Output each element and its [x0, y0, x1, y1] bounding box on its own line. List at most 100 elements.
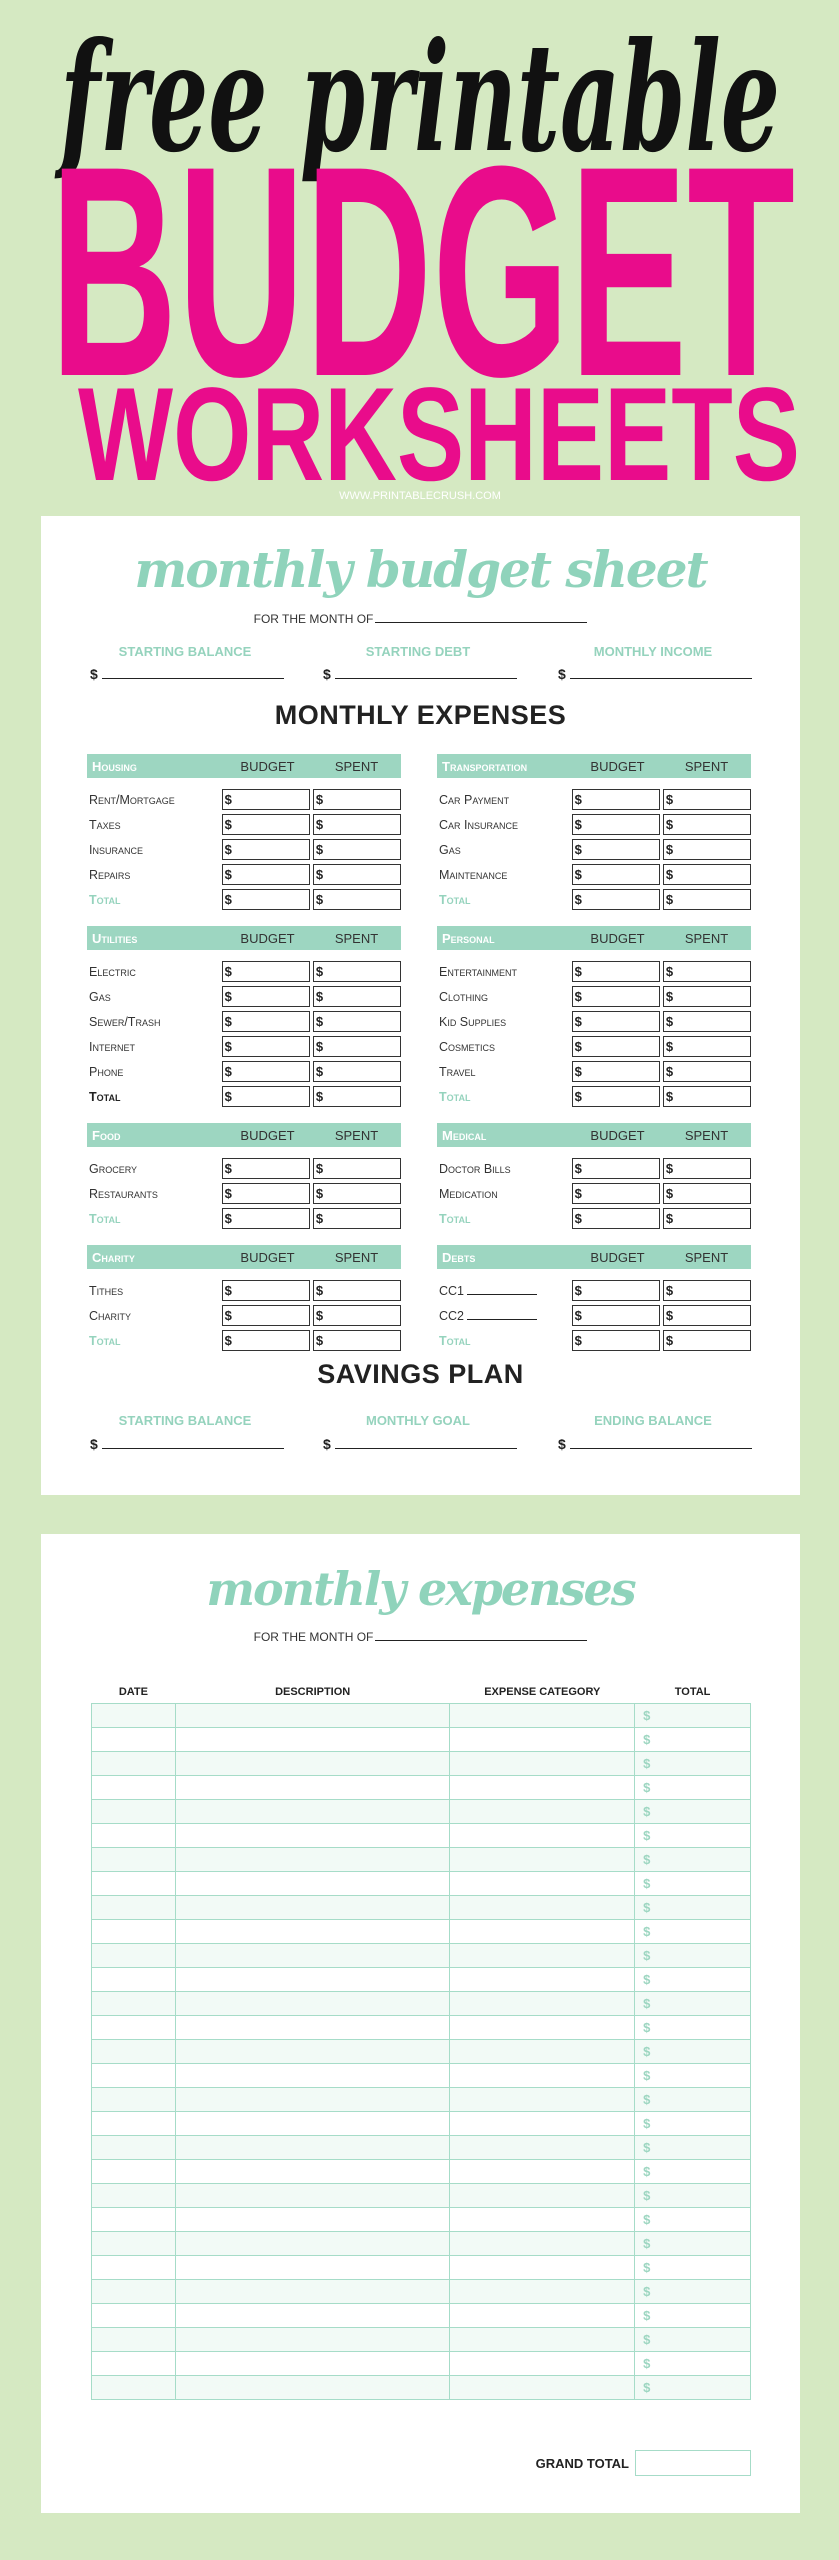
category-cell[interactable] — [449, 1727, 636, 1752]
description-cell[interactable] — [174, 2111, 451, 2136]
total-cell[interactable]: $ — [634, 2207, 751, 2232]
grand-total-box[interactable] — [635, 2450, 751, 2476]
total-cell[interactable]: $ — [634, 2375, 751, 2400]
description-cell[interactable] — [174, 2183, 451, 2208]
spent-input[interactable]: $ — [662, 1036, 751, 1057]
budget-input[interactable]: $ — [571, 814, 660, 835]
summary-field[interactable]: $ — [558, 666, 752, 682]
spent-input[interactable]: $ — [662, 961, 751, 982]
summary-line[interactable] — [334, 666, 517, 679]
spent-input[interactable]: $ — [662, 1086, 751, 1107]
total-cell[interactable]: $ — [634, 1967, 751, 1992]
date-cell[interactable] — [91, 1991, 176, 2016]
spent-input[interactable]: $ — [662, 1330, 751, 1351]
description-cell[interactable] — [174, 1871, 451, 1896]
savings-line[interactable] — [334, 1436, 517, 1449]
description-cell[interactable] — [174, 2351, 451, 2376]
date-cell[interactable] — [91, 1919, 176, 1944]
spent-input[interactable]: $ — [312, 1036, 401, 1057]
date-cell[interactable] — [91, 2135, 176, 2160]
date-cell[interactable] — [91, 2063, 176, 2088]
budget-input[interactable]: $ — [571, 1280, 660, 1301]
date-cell[interactable] — [91, 1775, 176, 1800]
savings-field[interactable]: $ — [90, 1436, 284, 1452]
spent-input[interactable]: $ — [312, 961, 401, 982]
total-cell[interactable]: $ — [634, 1895, 751, 1920]
description-cell[interactable] — [174, 2207, 451, 2232]
spent-input[interactable]: $ — [312, 789, 401, 810]
category-cell[interactable] — [449, 2255, 636, 2280]
date-cell[interactable] — [91, 2183, 176, 2208]
savings-field[interactable]: $ — [323, 1436, 517, 1452]
total-cell[interactable]: $ — [634, 2231, 751, 2256]
savings-line[interactable] — [101, 1436, 284, 1449]
spent-input[interactable]: $ — [662, 889, 751, 910]
budget-input[interactable]: $ — [221, 1011, 310, 1032]
budget-input[interactable]: $ — [571, 1158, 660, 1179]
description-cell[interactable] — [174, 1823, 451, 1848]
date-cell[interactable] — [91, 2279, 176, 2304]
category-cell[interactable] — [449, 1991, 636, 2016]
category-cell[interactable] — [449, 1895, 636, 1920]
description-cell[interactable] — [174, 1703, 451, 1728]
category-cell[interactable] — [449, 1751, 636, 1776]
budget-input[interactable]: $ — [571, 986, 660, 1007]
budget-input[interactable]: $ — [221, 889, 310, 910]
summary-line[interactable] — [101, 666, 284, 679]
spent-input[interactable]: $ — [312, 1011, 401, 1032]
budget-input[interactable]: $ — [571, 1086, 660, 1107]
total-cell[interactable]: $ — [634, 1919, 751, 1944]
description-cell[interactable] — [174, 1727, 451, 1752]
category-cell[interactable] — [449, 1799, 636, 1824]
description-cell[interactable] — [174, 2087, 451, 2112]
spent-input[interactable]: $ — [312, 889, 401, 910]
spent-input[interactable]: $ — [312, 1280, 401, 1301]
spent-input[interactable]: $ — [662, 789, 751, 810]
budget-input[interactable]: $ — [221, 1036, 310, 1057]
month-field[interactable]: FOR THE MONTH OF — [41, 612, 800, 626]
spent-input[interactable]: $ — [662, 1183, 751, 1204]
budget-input[interactable]: $ — [221, 1305, 310, 1326]
date-cell[interactable] — [91, 1847, 176, 1872]
total-cell[interactable]: $ — [634, 2255, 751, 2280]
description-cell[interactable] — [174, 1919, 451, 1944]
date-cell[interactable] — [91, 2207, 176, 2232]
month-line[interactable] — [375, 1630, 588, 1641]
spent-input[interactable]: $ — [312, 1330, 401, 1351]
date-cell[interactable] — [91, 2111, 176, 2136]
category-cell[interactable] — [449, 2111, 636, 2136]
spent-input[interactable]: $ — [662, 1061, 751, 1082]
total-cell[interactable]: $ — [634, 1727, 751, 1752]
description-cell[interactable] — [174, 1967, 451, 1992]
description-cell[interactable] — [174, 1799, 451, 1824]
budget-input[interactable]: $ — [221, 1183, 310, 1204]
total-cell[interactable]: $ — [634, 2135, 751, 2160]
description-cell[interactable] — [174, 1895, 451, 1920]
total-cell[interactable]: $ — [634, 1847, 751, 1872]
category-cell[interactable] — [449, 2375, 636, 2400]
budget-input[interactable]: $ — [571, 961, 660, 982]
summary-field[interactable]: $ — [90, 666, 284, 682]
description-cell[interactable] — [174, 2303, 451, 2328]
savings-line[interactable] — [569, 1436, 752, 1449]
total-cell[interactable]: $ — [634, 1703, 751, 1728]
spent-input[interactable]: $ — [662, 864, 751, 885]
total-cell[interactable]: $ — [634, 2327, 751, 2352]
date-cell[interactable] — [91, 2087, 176, 2112]
budget-input[interactable]: $ — [221, 1061, 310, 1082]
category-cell[interactable] — [449, 2159, 636, 2184]
category-cell[interactable] — [449, 2351, 636, 2376]
date-cell[interactable] — [91, 2255, 176, 2280]
total-cell[interactable]: $ — [634, 2039, 751, 2064]
budget-input[interactable]: $ — [221, 789, 310, 810]
budget-input[interactable]: $ — [571, 1305, 660, 1326]
date-cell[interactable] — [91, 1727, 176, 1752]
description-cell[interactable] — [174, 2135, 451, 2160]
category-cell[interactable] — [449, 1775, 636, 1800]
description-cell[interactable] — [174, 2231, 451, 2256]
category-cell[interactable] — [449, 2231, 636, 2256]
category-cell[interactable] — [449, 2087, 636, 2112]
category-cell[interactable] — [449, 2063, 636, 2088]
date-cell[interactable] — [91, 2159, 176, 2184]
month-line[interactable] — [375, 612, 588, 623]
